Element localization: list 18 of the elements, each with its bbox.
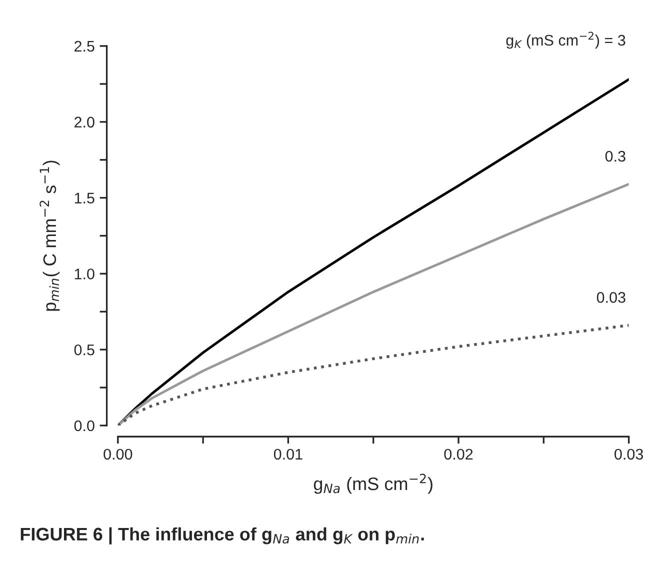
x-tick-label: 0.02 [444, 448, 473, 460]
y-tick-label: 1.0 [74, 268, 94, 280]
caption: FIGURE 6 | The influence of g$_{Na}$ and g$_{K}$ on p$_{min}$. [20, 527, 424, 544]
series-label: 0.03 [596, 292, 626, 303]
x-tick-label: 0.03 [614, 448, 643, 460]
y-tick-label: 0.0 [74, 420, 94, 432]
x-axis-title: g$_{Na}$ (mS cm$^{−2}$) [314, 474, 432, 494]
y-tick-label: 2.5 [74, 40, 94, 52]
x-tick-label: 0.01 [274, 448, 302, 460]
line-series [118, 324, 629, 426]
x-tick-label: 0.00 [104, 448, 132, 460]
text: g$_{K}$ (mS cm$^{−2}$) = 3 [506, 32, 626, 49]
y-axis-title: p$_{min}$( C mm$^{−2}$ s$^{−1}$) [40, 160, 60, 311]
series-label: 0.3 [605, 150, 626, 162]
line-series [118, 182, 629, 426]
y-tick-label: 2.0 [74, 116, 94, 128]
y-tick-label: 0.5 [74, 344, 94, 356]
y-tick-label: 1.5 [74, 192, 94, 204]
